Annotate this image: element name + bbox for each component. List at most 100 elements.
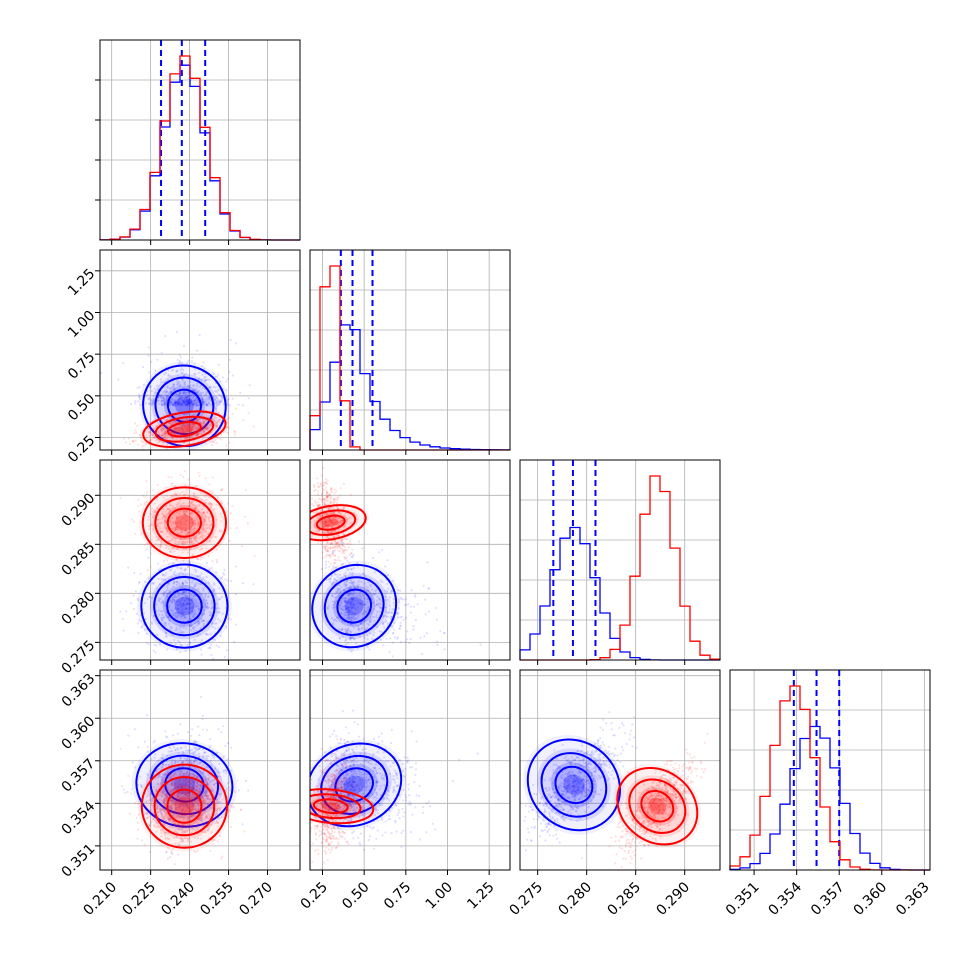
blue-sample-point — [176, 566, 179, 569]
red-sample-point — [205, 547, 208, 550]
red-sample-point — [145, 434, 148, 437]
red-sample-point — [335, 541, 338, 545]
red-sample-point — [184, 524, 187, 527]
blue-sample-point — [183, 616, 186, 619]
blue-sample-point — [199, 626, 202, 629]
blue-sample-point — [170, 587, 173, 590]
red-sample-point — [208, 526, 211, 529]
red-sample-point — [132, 520, 136, 523]
red-sample-point — [334, 561, 337, 564]
blue-sample-point — [362, 572, 365, 575]
blue-sample-point — [211, 605, 215, 608]
blue-sample-point — [181, 371, 184, 375]
red-sample-point — [326, 494, 330, 497]
red-sample-point — [205, 428, 208, 431]
blue-sample-point — [359, 602, 362, 605]
red-sample-point — [168, 563, 171, 566]
blue-sample-point — [212, 783, 215, 786]
blue-sample-point — [194, 807, 197, 810]
blue-sample-point — [164, 572, 167, 575]
blue-sample-point — [344, 601, 347, 604]
blue-sample-point — [176, 793, 179, 796]
blue-sample-point — [160, 616, 163, 619]
blue-sample-point — [341, 628, 344, 631]
blue-sample-point — [147, 577, 150, 580]
red-sample-point — [196, 418, 199, 421]
red-sample-point — [201, 523, 204, 526]
red-sample-point — [150, 546, 153, 549]
blue-sample-point — [205, 390, 208, 393]
blue-sample-point — [187, 401, 190, 404]
blue-sample-point — [174, 782, 177, 785]
red-sample-point — [182, 475, 185, 479]
red-sample-point — [329, 506, 332, 509]
red-sample-point — [330, 496, 333, 499]
blue-sample-point — [201, 818, 204, 821]
red-sample-point — [328, 531, 331, 535]
red-sample-point — [322, 532, 325, 535]
blue-sample-point — [189, 815, 192, 818]
red-sample-point — [321, 519, 324, 522]
blue-sample-point — [353, 586, 356, 590]
red-sample-point — [202, 492, 206, 495]
red-sample-point — [338, 517, 342, 520]
blue-sample-point — [387, 612, 390, 615]
blue-sample-point — [201, 619, 204, 622]
red-sample-point — [164, 510, 167, 513]
blue-sample-point — [213, 589, 216, 592]
red-sample-point — [131, 440, 134, 443]
blue-sample-point — [180, 399, 183, 402]
blue-sample-point — [379, 603, 382, 606]
blue-sample-point — [212, 657, 215, 660]
red-sample-point — [174, 529, 177, 532]
red-sample-point — [160, 435, 164, 438]
red-sample-point — [202, 421, 205, 424]
blue-sample-point — [349, 648, 352, 651]
blue-sample-point — [206, 606, 209, 609]
blue-sample-point — [173, 600, 176, 603]
blue-sample-point — [334, 566, 337, 569]
blue-sample-point — [326, 606, 330, 609]
blue-sample-point — [363, 597, 366, 600]
red-sample-point — [162, 430, 165, 433]
blue-sample-point — [375, 603, 378, 606]
blue-sample-point — [383, 626, 386, 629]
blue-sample-point — [182, 584, 185, 587]
blue-sample-point — [171, 759, 174, 762]
blue-sample-point — [181, 597, 185, 600]
red-sample-point — [177, 533, 180, 536]
blue-sample-point — [215, 396, 219, 399]
blue-sample-point — [168, 745, 171, 749]
blue-sample-point — [175, 583, 178, 586]
red-sample-point — [326, 518, 329, 521]
red-sample-point — [203, 518, 206, 521]
blue-sample-point — [326, 607, 329, 610]
red-sample-point — [178, 555, 181, 558]
blue-sample-point — [165, 395, 168, 398]
red-sample-point — [200, 498, 203, 501]
blue-sample-point — [390, 615, 393, 619]
blue-sample-point — [179, 383, 182, 386]
blue-sample-point — [234, 593, 238, 596]
red-sample-point — [172, 416, 175, 419]
red-sample-point — [165, 431, 168, 434]
red-sample-point — [187, 430, 190, 433]
red-sample-point — [139, 503, 143, 506]
red-sample-point — [203, 427, 206, 430]
red-sample-point — [166, 529, 169, 533]
red-sample-point — [189, 428, 192, 431]
red-sample-point — [161, 429, 164, 432]
red-sample-point — [198, 532, 201, 535]
blue-sample-point — [185, 793, 188, 796]
red-sample-point — [186, 428, 189, 431]
red-sample-point — [176, 521, 179, 525]
blue-sample-point — [198, 734, 201, 737]
red-sample-point — [183, 431, 186, 434]
red-sample-point — [158, 430, 161, 434]
blue-sample-point — [350, 573, 353, 576]
red-sample-point — [187, 428, 190, 431]
blue-sample-point — [347, 614, 350, 617]
blue-sample-point — [187, 404, 190, 407]
red-sample-point — [210, 441, 213, 444]
blue-sample-point — [187, 395, 190, 398]
